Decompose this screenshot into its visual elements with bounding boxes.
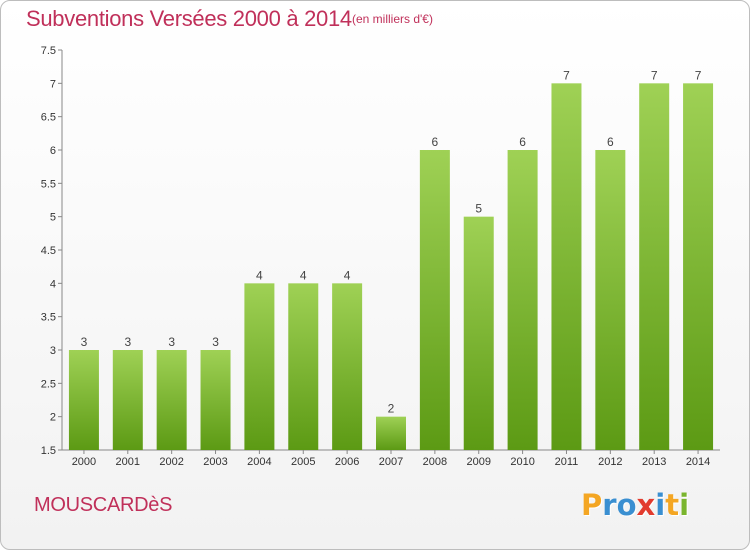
x-tick-label: 2002 [159, 456, 183, 468]
x-tick-label: 2010 [510, 456, 534, 468]
data-label: 6 [519, 135, 526, 149]
bar [419, 150, 450, 450]
proxiti-logo: Proxiti [581, 488, 689, 522]
y-tick-label: 5 [50, 212, 56, 224]
x-tick-label: 2004 [247, 456, 271, 468]
x-tick-label: 2009 [466, 456, 490, 468]
x-tick-label: 2013 [642, 456, 666, 468]
y-tick-label: 1.5 [41, 445, 56, 457]
y-tick-label: 2.5 [41, 378, 56, 390]
bar [156, 350, 187, 450]
bar [639, 83, 670, 450]
x-tick-label: 2011 [555, 456, 579, 468]
logo-letter: t [665, 488, 680, 522]
bar [200, 350, 231, 450]
logo-letter: i [679, 488, 690, 522]
x-tick-label: 2012 [598, 456, 622, 468]
data-label: 3 [168, 335, 175, 349]
x-tick-label: 2005 [291, 456, 315, 468]
bar [376, 416, 406, 450]
bar [244, 283, 275, 450]
data-label: 7 [695, 68, 702, 82]
x-tick-label: 2003 [203, 456, 227, 468]
chart-title: Subventions Versées 2000 à 2014 [26, 6, 352, 31]
data-label: 3 [212, 335, 219, 349]
bar [112, 350, 143, 450]
bar [68, 350, 99, 450]
data-label: 7 [563, 68, 570, 82]
x-tick-label: 2001 [116, 456, 140, 468]
data-label: 2 [388, 402, 395, 416]
data-label: 6 [432, 135, 439, 149]
bar [463, 216, 494, 450]
x-tick-label: 2000 [72, 456, 96, 468]
bar [332, 283, 363, 450]
y-tick-label: 3 [50, 345, 56, 357]
y-tick-label: 7 [50, 78, 56, 90]
x-tick-label: 2008 [423, 456, 447, 468]
commune-name: MOUSCARDèS [34, 494, 173, 516]
y-tick-label: 3.5 [41, 312, 56, 324]
y-tick-label: 6 [50, 145, 56, 157]
x-tick-label: 2014 [686, 456, 710, 468]
logo-letter: i [655, 488, 666, 522]
data-label: 3 [124, 335, 131, 349]
data-label: 3 [81, 335, 88, 349]
data-label: 7 [651, 68, 658, 82]
x-tick-label: 2007 [379, 456, 403, 468]
x-tick-label: 2006 [335, 456, 359, 468]
bar [595, 150, 626, 450]
bar [507, 150, 538, 450]
y-tick-label: 5.5 [41, 178, 56, 190]
logo-letter: o [616, 488, 637, 522]
data-label: 4 [256, 268, 263, 282]
data-label: 4 [344, 268, 351, 282]
data-label: 6 [607, 135, 614, 149]
y-tick-label: 4 [50, 278, 56, 290]
logo-letter: P [581, 488, 603, 522]
y-tick-label: 4.5 [41, 245, 56, 257]
logo-letter: x [636, 488, 656, 522]
bar [288, 283, 319, 450]
data-label: 5 [475, 202, 482, 216]
y-tick-label: 6.5 [41, 112, 56, 124]
bar [551, 83, 582, 450]
y-tick-label: 7.5 [41, 45, 56, 57]
logo-letter: r [602, 488, 617, 522]
bar [683, 83, 714, 450]
y-tick-label: 2 [50, 412, 56, 424]
data-label: 4 [300, 268, 307, 282]
chart-subtitle: (en milliers d'€) [352, 12, 433, 26]
